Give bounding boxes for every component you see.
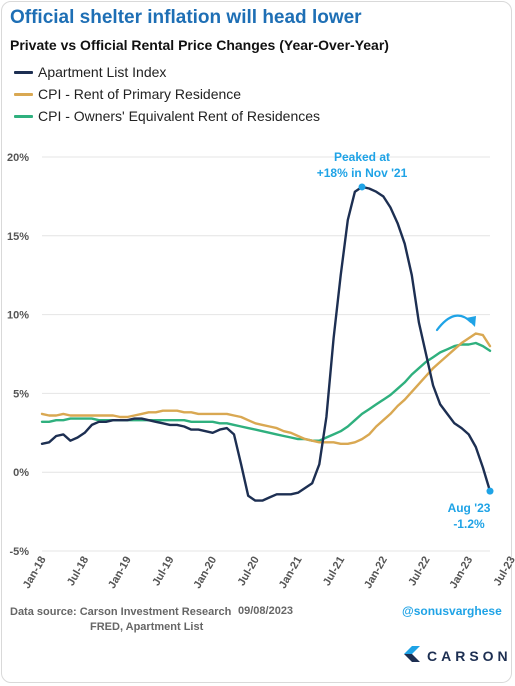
x-tick-label: Jul-19 <box>150 555 176 589</box>
y-tick-label: 0% <box>13 467 29 479</box>
end-annotation-line-2: -1.2% <box>453 517 485 531</box>
author-handle: @sonusvarghese <box>402 604 502 618</box>
trend-turn-arrowhead-icon <box>466 316 476 327</box>
chart-subtitle: Private vs Official Rental Price Changes… <box>10 37 389 53</box>
series-line-cpi-rent <box>40 332 492 445</box>
legend-label-cpi-oer: CPI - Owners' Equivalent Rent of Residen… <box>38 108 321 124</box>
peak-annotation-line-2: +18% in Nov '21 <box>317 166 408 180</box>
brand-name: CARSON <box>427 648 512 664</box>
series-line-apartment-list <box>40 185 492 502</box>
x-tick-label: Jan-20 <box>191 555 219 591</box>
legend-swatch-cpi-rent <box>14 93 33 96</box>
peak-marker <box>358 183 366 191</box>
x-tick-label: Jan-21 <box>277 555 305 591</box>
y-tick-label: 5% <box>13 388 29 400</box>
legend-swatch-cpi-oer <box>14 115 33 118</box>
x-tick-label: Jan-23 <box>447 555 475 591</box>
legend-label-cpi-rent: CPI - Rent of Primary Residence <box>38 86 242 102</box>
x-tick-label: Jul-21 <box>321 555 347 589</box>
source-date: 09/08/2023 <box>238 605 294 617</box>
end-marker <box>486 487 494 495</box>
y-tick-label: -5% <box>9 546 29 558</box>
x-tick-label: Jul-18 <box>65 555 91 589</box>
legend-swatch-apartment <box>14 71 33 74</box>
x-tick-label: Jan-19 <box>106 555 134 591</box>
end-annotation-line-1: Aug '23 <box>448 501 491 515</box>
x-tick-label: Jul-23 <box>492 555 515 589</box>
y-tick-label: 15% <box>7 231 29 243</box>
x-tick-label: Jul-22 <box>406 555 432 589</box>
y-tick-label: 20% <box>7 152 29 164</box>
peak-annotation-line-1: Peaked at <box>334 150 390 164</box>
source-line-2: FRED, Apartment List <box>90 621 204 633</box>
data-source-note: Data source: Carson Investment Research … <box>10 605 231 635</box>
trend-turn-arrow-icon <box>435 314 473 332</box>
carson-logo-icon <box>404 646 420 662</box>
x-tick-label: Jan-18 <box>21 555 49 591</box>
y-tick-label: 10% <box>7 310 29 322</box>
legend-label-apartment: Apartment List Index <box>38 64 167 80</box>
x-tick-label: Jan-22 <box>362 555 390 591</box>
chart-title: Official shelter inflation will head low… <box>10 7 362 28</box>
source-line-1: Data source: Carson Investment Research <box>10 606 232 618</box>
x-tick-label: Jul-20 <box>236 555 262 589</box>
